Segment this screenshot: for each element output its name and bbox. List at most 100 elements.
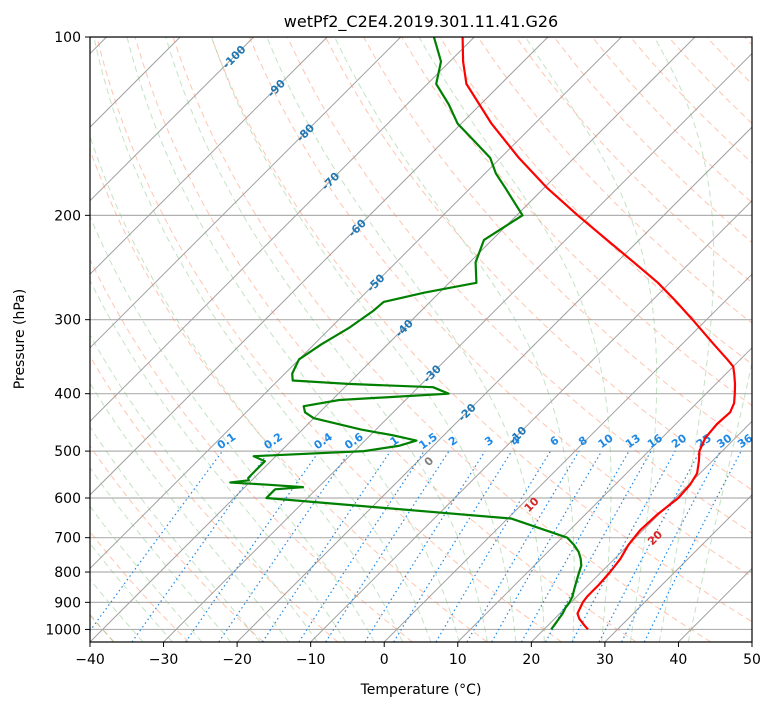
dry-adiabat-line	[90, 355, 339, 642]
isotherm-line	[604, 494, 752, 642]
mixing-ratio-label: 16	[645, 431, 665, 451]
mixing-ratio-label: 36	[735, 431, 755, 451]
mixing-ratio-line	[621, 450, 721, 642]
dry-adiabat-line	[134, 37, 637, 642]
y-tick-label: 400	[54, 387, 81, 403]
adiabat-label: 20	[645, 528, 665, 548]
mixing-ratio-line	[466, 450, 580, 642]
axis-ticks: −40 −30 −20 −10 0 10 20 30 40 5010020030040050060…	[45, 30, 761, 668]
dry-adiabat-line	[172, 37, 712, 642]
isotherm-line	[90, 37, 402, 349]
moist-adiabat-line	[93, 37, 432, 642]
mixing-ratio-line	[185, 450, 320, 642]
moist-adiabat-line	[90, 279, 347, 642]
mixing-ratio-line	[393, 450, 513, 642]
x-tick-label: −40	[75, 652, 105, 668]
x-tick-label: 40	[670, 652, 688, 668]
isotherm-line	[163, 52, 752, 642]
isotherm-label: -100	[220, 43, 249, 72]
temperature-profile-line	[461, 37, 737, 631]
y-axis-label: Pressure (hPa)	[12, 289, 28, 389]
y-tick-label: 900	[54, 595, 81, 611]
mixing-ratio-label: 0.1	[215, 430, 238, 452]
dry-adiabat-line	[515, 37, 752, 284]
dry-adiabat-line	[744, 37, 752, 46]
isotherm-line	[310, 199, 752, 642]
dry-adiabat-line	[629, 37, 752, 164]
isotherm-line	[90, 37, 549, 496]
isotherm-label: -60	[346, 216, 369, 239]
y-tick-label: 300	[54, 313, 81, 329]
moist-adiabat-line	[524, 37, 658, 642]
y-tick-label: 500	[54, 444, 81, 460]
y-tick-label: 600	[54, 491, 81, 507]
isotherm-line	[530, 420, 752, 642]
y-tick-label: 1000	[45, 622, 81, 638]
mixing-ratio-line	[571, 450, 676, 642]
mixing-ratio-line	[325, 450, 450, 642]
dry-adiabat-line	[325, 37, 752, 491]
mixing-ratio-line	[598, 450, 701, 642]
mixing-ratio-line	[90, 450, 223, 632]
y-tick-label: 100	[54, 30, 81, 46]
dry-adiabat-line	[96, 37, 562, 642]
mixing-ratio-line	[298, 450, 425, 642]
dry-adiabat-line	[90, 148, 488, 642]
isotherm-line	[383, 273, 752, 642]
moist-adiabat-line	[90, 542, 173, 642]
mixing-ratio-label: 30	[714, 431, 734, 451]
moist-adiabat-line	[90, 134, 404, 642]
dry-adiabat-line	[90, 531, 190, 642]
mixing-ratio-line	[261, 450, 391, 642]
mixing-ratio-line	[545, 450, 652, 642]
x-tick-label: 30	[596, 652, 614, 668]
plot-border	[89, 36, 753, 643]
dry-adiabat-line	[210, 37, 752, 623]
mixing-ratio-label: 10	[596, 431, 616, 451]
moist-adiabat-line	[90, 426, 261, 642]
mixing-ratio-label: 8	[576, 434, 590, 449]
dry-adiabat-line	[248, 37, 752, 578]
moist-adiabat-line	[687, 360, 752, 642]
plot-area: 0.1 0.2 0.4 0.6 1 1.5 2 3 4 6 8 10 13 16 20 25 30 36-100-…	[90, 37, 755, 642]
mixing-ratio-label: 6	[548, 434, 562, 449]
dry-adiabat-line	[90, 258, 413, 642]
plot-frame	[89, 36, 753, 643]
dry-adiabat-line	[591, 37, 752, 204]
mixing-ratio-line	[435, 450, 552, 642]
mixing-ratio-line	[131, 450, 270, 642]
isotherm-line	[457, 347, 752, 642]
moist-adiabat-line	[211, 37, 517, 642]
dry-adiabat-line	[706, 37, 752, 85]
isotherm-line	[90, 37, 622, 570]
moist-adiabat-line	[266, 37, 545, 642]
isotherm-line	[236, 126, 752, 642]
isotherm-line	[90, 37, 328, 275]
dry-adiabat-line	[668, 37, 752, 125]
dry-adiabat-line	[286, 37, 752, 534]
mixing-ratio-label: 0.4	[311, 430, 335, 452]
x-axis-label: Temperature (°C)	[360, 682, 482, 698]
chart-title: wetPf2_C2E4.2019.301.11.41.G26	[284, 12, 558, 32]
moist-adiabat-line	[165, 37, 488, 642]
adiabat-label: 0	[422, 454, 437, 469]
x-tick-label: 10	[449, 652, 467, 668]
isotherm-line	[90, 37, 696, 642]
x-tick-label: 50	[743, 652, 761, 668]
dewpoint-profile-line	[229, 37, 583, 631]
mixing-ratio-label: 20	[669, 431, 689, 451]
x-tick-label: −30	[149, 652, 179, 668]
isotherm-line	[751, 641, 752, 642]
moist-adiabat-line	[90, 382, 290, 642]
mixing-ratio-label: 0.2	[262, 430, 285, 452]
y-tick-label: 200	[54, 208, 81, 224]
moist-adiabat-line	[418, 37, 612, 642]
y-tick-label: 800	[54, 565, 81, 581]
isotherm-line	[90, 37, 255, 202]
isotherm-line	[90, 37, 475, 423]
mixing-ratio-label: 3	[482, 434, 496, 449]
y-tick-label: 700	[54, 531, 81, 547]
moist-adiabat-line	[90, 333, 318, 642]
moist-adiabat-line	[653, 37, 715, 642]
